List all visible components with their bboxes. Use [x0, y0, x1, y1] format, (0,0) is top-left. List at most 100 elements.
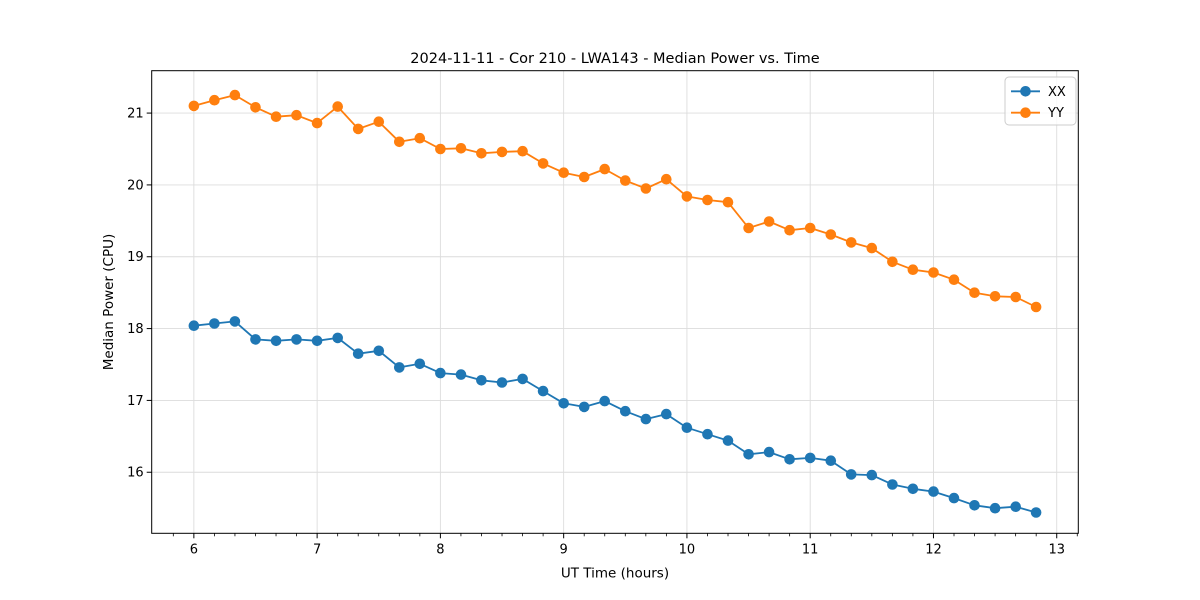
series-xx-marker	[209, 318, 220, 329]
series-yy-marker	[599, 163, 610, 175]
legend-marker-icon	[1020, 86, 1031, 97]
y-axis-label: Median Power (CPU)	[101, 234, 117, 370]
series-yy-marker	[948, 274, 960, 286]
series-xx-marker	[558, 398, 569, 409]
legend-item-xx: XX	[1011, 85, 1066, 100]
series-yy-marker	[743, 222, 754, 234]
series-yy-marker	[866, 242, 878, 254]
series-xx-marker	[188, 320, 200, 332]
series-xx-marker	[620, 405, 631, 417]
y-tick-label: 21	[127, 107, 144, 122]
series-yy-marker	[1030, 301, 1042, 313]
series-xx-marker	[394, 362, 405, 373]
series-xx-marker	[784, 454, 795, 465]
series-xx-marker	[599, 395, 610, 407]
series-xx-marker	[455, 369, 467, 380]
series-yy-marker	[845, 237, 857, 248]
series-xx-marker	[311, 335, 323, 347]
legend-marker-icon	[1020, 107, 1031, 118]
series-xx-marker	[578, 401, 590, 413]
series-xx-marker	[928, 486, 939, 497]
series-xx-marker	[229, 316, 241, 327]
series-yy-marker	[229, 89, 241, 101]
x-tick-label: 8	[436, 542, 444, 557]
series-yy-marker	[969, 287, 980, 299]
series-xx-marker	[476, 375, 487, 386]
legend-label: XX	[1048, 85, 1066, 100]
series-yy-marker	[907, 264, 919, 276]
series-xx-marker	[989, 502, 1001, 514]
series-xx-marker	[352, 348, 364, 360]
series-yy-marker	[558, 167, 569, 178]
series-yy-marker	[188, 100, 200, 112]
series-yy-marker	[578, 171, 590, 183]
series-xx-marker	[907, 483, 919, 495]
series-yy-marker	[661, 173, 672, 185]
series-xx	[188, 316, 1042, 518]
series-yy-marker	[373, 116, 385, 127]
y-tick-label: 16	[127, 466, 144, 481]
series-yy-marker	[989, 291, 1001, 302]
series-xx-marker	[291, 334, 302, 345]
x-tick-label: 7	[313, 542, 321, 557]
series-yy-marker	[250, 102, 261, 113]
series-yy-marker	[804, 222, 816, 234]
x-tick-label: 6	[190, 542, 198, 557]
series-xx-marker	[414, 358, 426, 370]
series-xx-marker	[948, 492, 960, 504]
series-yy-marker	[394, 136, 405, 148]
series-yy-marker	[537, 158, 549, 169]
series-xx-marker	[866, 469, 878, 481]
series-yy-marker	[332, 101, 344, 112]
series-yy-marker	[209, 94, 220, 106]
series-xx-marker	[250, 334, 261, 345]
series-yy-marker	[722, 196, 734, 208]
series-yy-marker	[763, 216, 775, 227]
series-xx-marker	[537, 385, 549, 397]
x-tick-label: 12	[925, 542, 942, 557]
series-xx-marker	[681, 422, 693, 434]
series-yy-marker	[928, 267, 939, 278]
series-yy-marker	[640, 183, 652, 194]
series-xx-marker	[722, 435, 734, 446]
series-xx-marker	[1030, 507, 1042, 518]
series-yy-marker	[825, 229, 837, 240]
y-tick-label: 19	[127, 250, 144, 265]
series-xx-marker	[332, 332, 344, 344]
x-tick-label: 11	[802, 542, 819, 557]
series-yy-marker	[887, 256, 898, 268]
x-axis-label: UT Time (hours)	[561, 565, 669, 581]
ticks: 6 7 8 9 10 11 12 13 16 17 18 19 20 21	[127, 107, 1078, 557]
series-xx-marker	[804, 452, 816, 464]
chart-title: 2024-11-11 - Cor 210 - LWA143 - Median P…	[410, 51, 819, 67]
y-tick-label: 20	[127, 178, 144, 193]
series-yy-marker	[476, 148, 487, 159]
series-xx-marker	[825, 455, 837, 467]
series-yy-marker	[620, 175, 631, 186]
series-yy-marker	[435, 143, 446, 155]
series-xx-marker	[1010, 501, 1021, 512]
plot-area-border	[151, 70, 1079, 534]
series-xx-marker	[702, 428, 713, 440]
series-yy-marker	[681, 191, 693, 202]
series-xx-marker	[845, 469, 857, 480]
series-yy-marker	[291, 109, 302, 121]
x-tick-label: 9	[560, 542, 568, 557]
series-xx-marker	[661, 408, 672, 420]
x-tick-label: 10	[679, 542, 696, 557]
series-xx-marker	[373, 345, 385, 357]
series-xx-marker	[969, 500, 980, 511]
series-yy-marker	[270, 111, 282, 122]
series-xx-marker	[743, 449, 754, 460]
legend-item-yy: YY	[1011, 106, 1064, 121]
series-xx-marker	[270, 335, 282, 347]
series-yy-marker	[455, 143, 467, 154]
y-tick-label: 18	[127, 322, 144, 337]
series-xx-marker	[517, 373, 528, 385]
x-tick-label: 13	[1048, 542, 1065, 557]
y-tick-label: 17	[127, 394, 144, 409]
series-yy-marker	[352, 123, 364, 135]
